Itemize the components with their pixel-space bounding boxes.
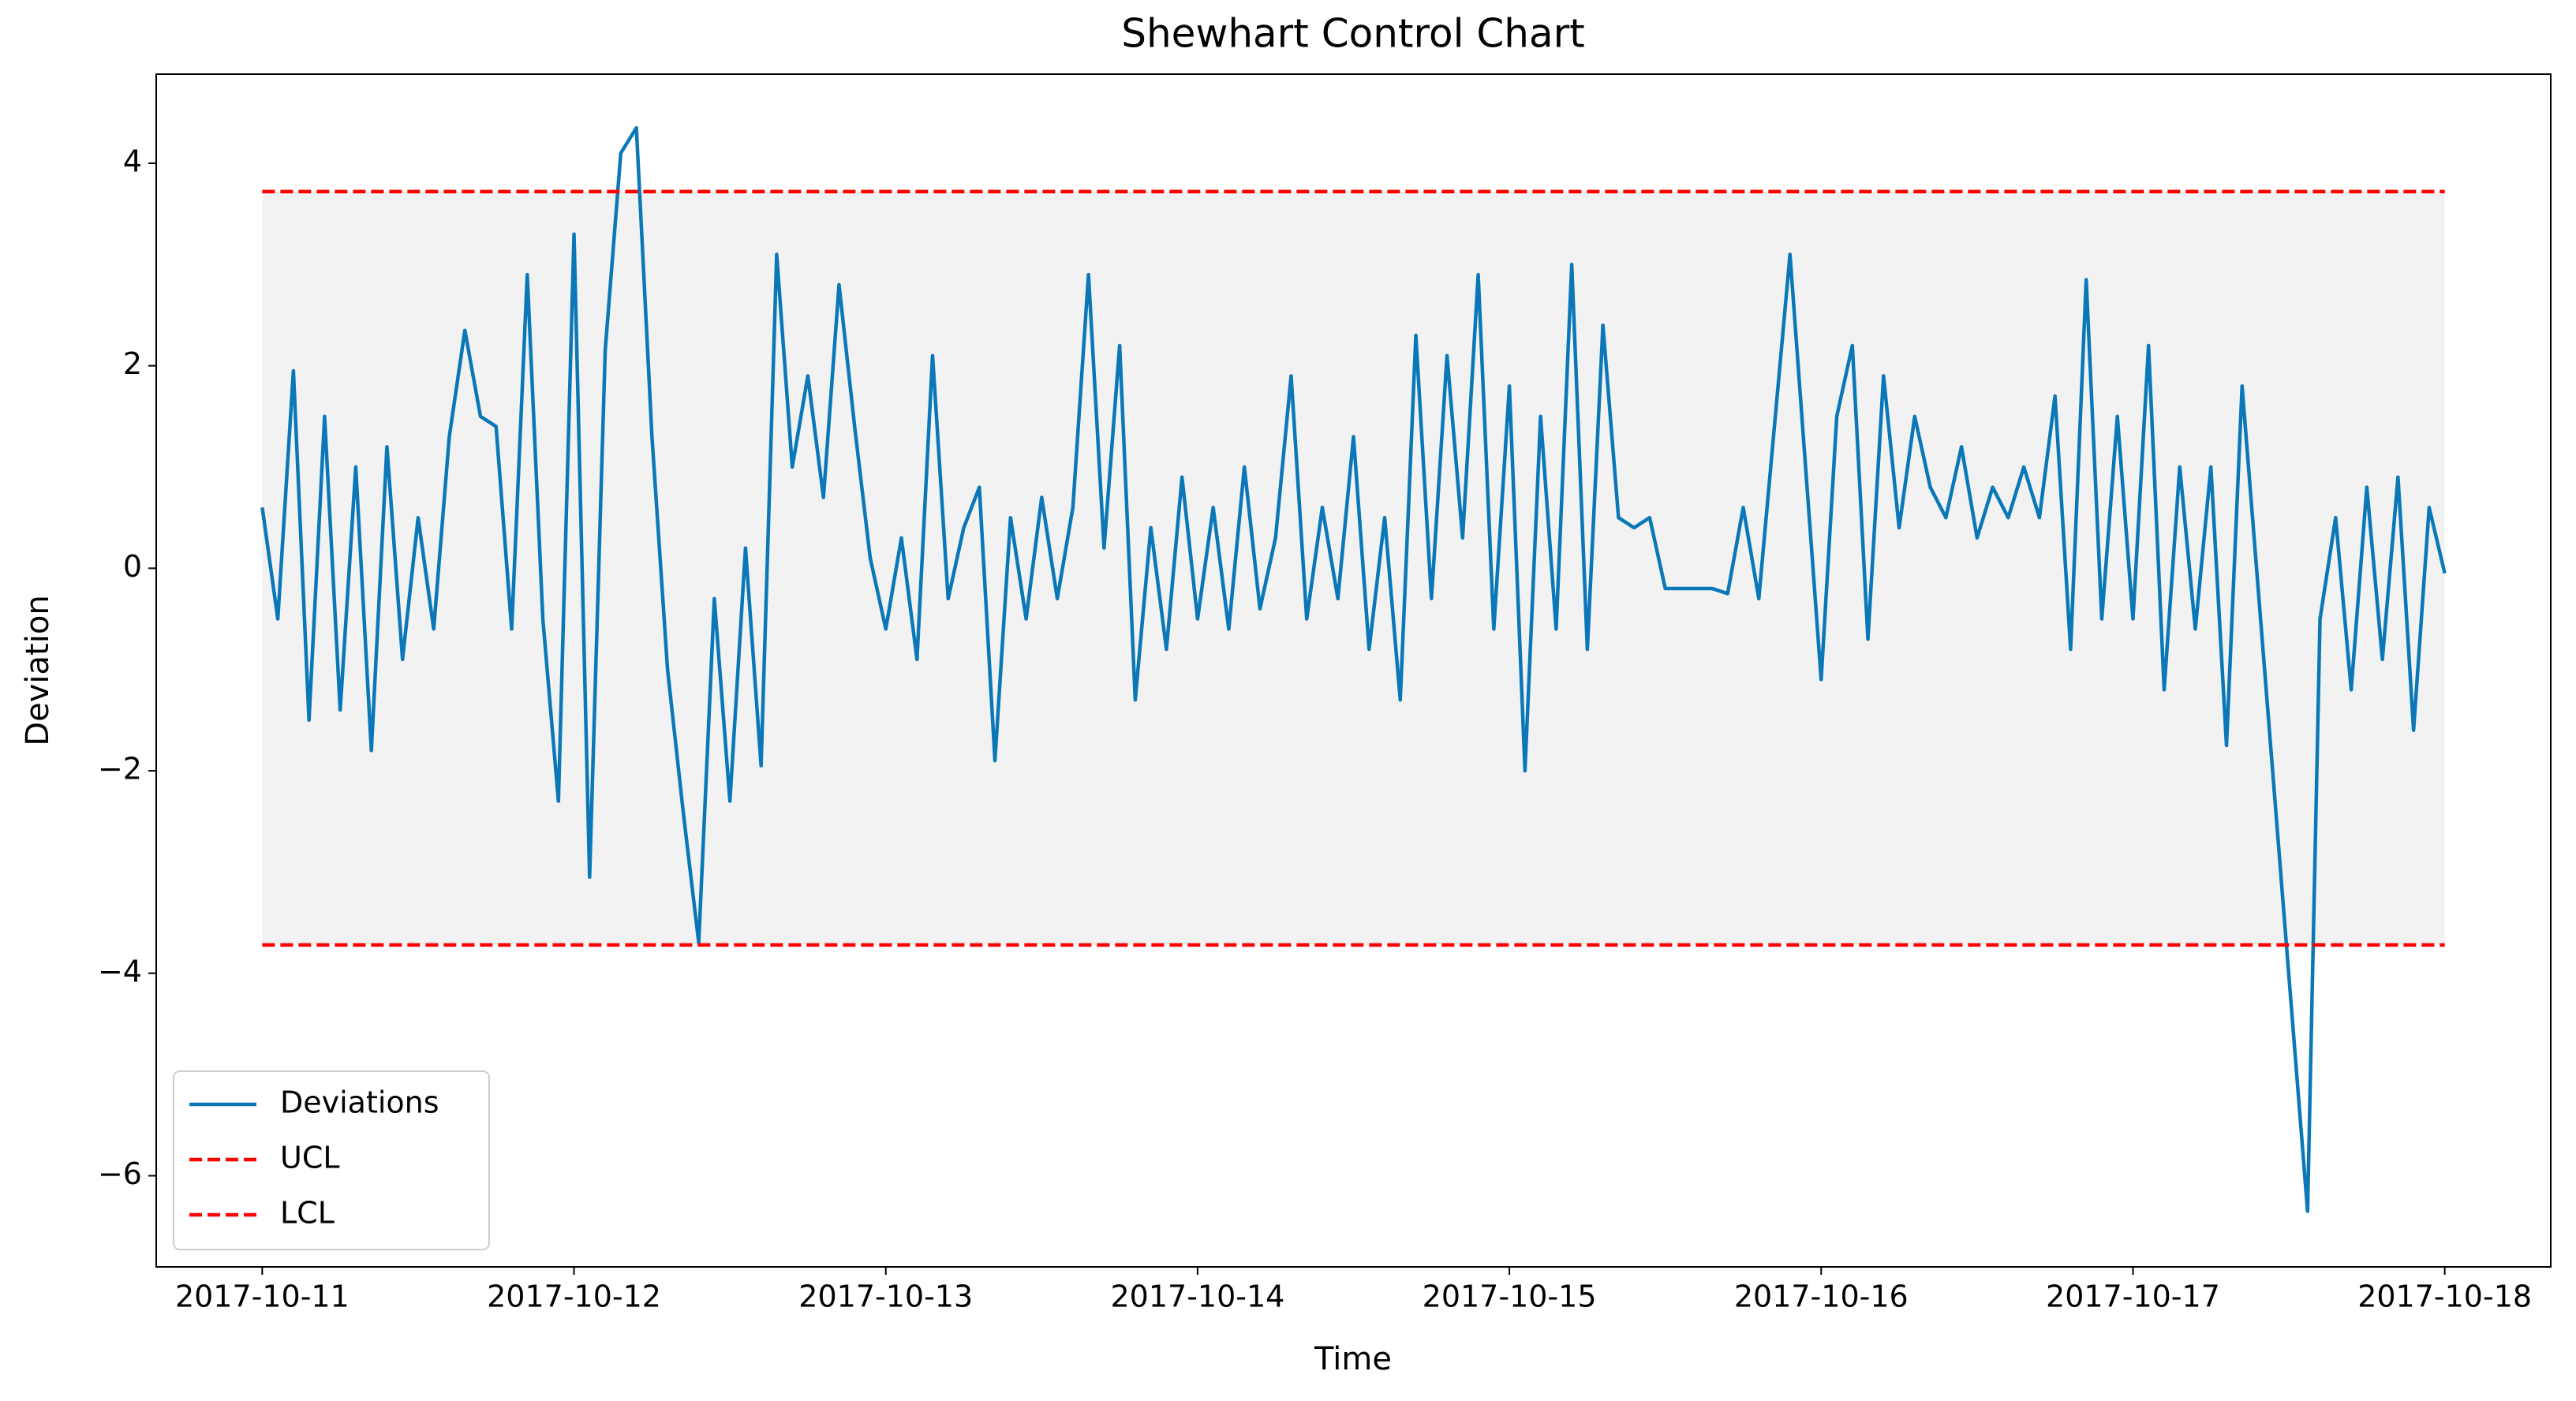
- y-tick-label: 0: [123, 549, 142, 584]
- data-line: [260, 125, 2447, 1213]
- plot-frame: [155, 73, 2552, 1268]
- legend: Deviations UCL LCL: [173, 1070, 490, 1250]
- legend-label: Deviations: [280, 1085, 439, 1120]
- legend-box: [173, 1070, 490, 1250]
- x-tick-label: 2017-10-16: [1734, 1280, 1909, 1314]
- x-tick-label: 2017-10-14: [1110, 1280, 1284, 1314]
- legend-label: LCL: [280, 1196, 335, 1231]
- x-axis-label: Time: [1314, 1341, 1392, 1377]
- control-band: [262, 191, 2445, 945]
- x-tick-label: 2017-10-13: [798, 1280, 973, 1314]
- y-tick-label: 2: [123, 346, 142, 381]
- y-axis-label: Deviation: [20, 595, 56, 745]
- y-tick-label: −4: [98, 954, 142, 988]
- x-tick-label: 2017-10-18: [2357, 1280, 2532, 1314]
- y-tick-label: 4: [123, 144, 142, 178]
- x-tick-label: 2017-10-17: [2046, 1280, 2220, 1314]
- x-tick-label: 2017-10-11: [175, 1280, 350, 1314]
- legend-label: UCL: [280, 1141, 340, 1175]
- y-tick-label: −2: [98, 752, 142, 786]
- chart-title: Shewhart Control Chart: [1121, 11, 1585, 57]
- x-tick-label: 2017-10-12: [487, 1280, 661, 1314]
- y-tick-label: −6: [98, 1156, 142, 1191]
- x-tick-label: 2017-10-15: [1423, 1280, 1597, 1314]
